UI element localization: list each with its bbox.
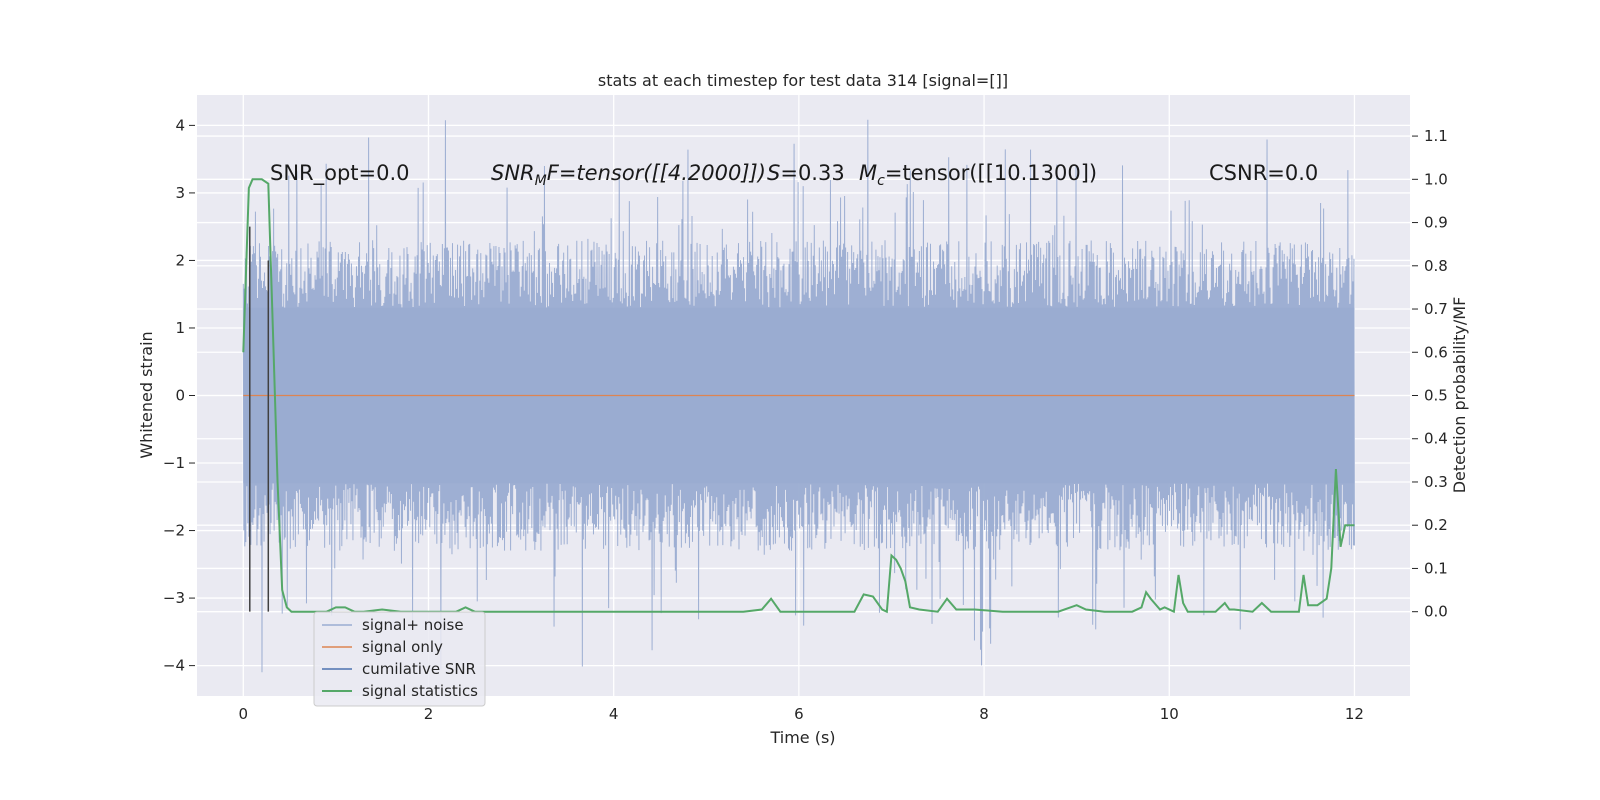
x-axis-label: Time (s) <box>769 728 835 747</box>
y2-tick-label: 1.1 <box>1424 127 1448 145</box>
annotation-snr-mf: SNRMF=tensor([[4.2000]]) <box>491 161 766 189</box>
y2-tick-label: 0.4 <box>1424 430 1448 448</box>
y2-tick-label: 0.1 <box>1424 559 1448 577</box>
y2-tick-label: 0.0 <box>1424 603 1448 621</box>
s-label: S <box>767 161 780 185</box>
y2-tick-label: 0.5 <box>1424 387 1448 405</box>
legend-label: signal statistics <box>362 682 478 700</box>
y2-tick-label: 0.7 <box>1424 300 1448 318</box>
noise-trace <box>242 119 1355 673</box>
series-layer <box>242 178 1355 614</box>
x-tick-label: 10 <box>1160 705 1179 723</box>
legend: signal+ noise signal only cumilative SNR si… <box>313 611 486 707</box>
mc-label: M <box>859 161 877 185</box>
ticks: 0 2 4 6 8 10 1243210−1−2−3−41.11.00.90.80.70.6… <box>163 116 1448 723</box>
legend-label: signal+ noise <box>362 616 464 634</box>
y-axis-label: Whitened strain <box>137 331 156 458</box>
x-tick-label: 6 <box>794 705 804 723</box>
annotation-mc: Mc=tensor([[10.1300]) <box>859 161 1097 189</box>
annotation-snr-opt: SNR_opt=0.0 <box>270 161 410 186</box>
legend-label: signal only <box>362 638 443 656</box>
y2-tick-label: 0.9 <box>1424 214 1448 232</box>
y2-axis-label: Detection probability/MF <box>1450 297 1469 494</box>
x-tick-label: 0 <box>239 705 249 723</box>
y-tick-label: 3 <box>175 184 185 202</box>
x-tick-label: 12 <box>1345 705 1364 723</box>
y-tick-label: 2 <box>175 251 185 269</box>
x-tick-label: 2 <box>424 705 434 723</box>
annotation-csnr: CSNR=0.0 <box>1209 161 1318 185</box>
snr-mf-f: F=tensor([[4.2000]]) <box>547 161 766 185</box>
y-tick-label: 1 <box>175 319 185 337</box>
x-tick-label: 4 <box>609 705 619 723</box>
y2-tick-label: 0.8 <box>1424 257 1448 275</box>
y2-tick-label: 1.0 <box>1424 170 1448 188</box>
y-tick-label: 4 <box>175 116 185 134</box>
y-tick-label: −1 <box>163 454 185 472</box>
y2-tick-label: 0.6 <box>1424 343 1448 361</box>
snr-mf-label: SNR <box>491 161 535 185</box>
y-tick-label: −2 <box>163 522 185 540</box>
chart-title: stats at each timestep for test data 314… <box>598 71 1008 90</box>
legend-label: cumilative SNR <box>362 660 476 678</box>
annotations: SNR_opt=0.0 SNRMF=tensor([[4.2000]]) S=0… <box>270 161 1318 189</box>
s-value: =0.33 <box>780 161 844 185</box>
legend-box <box>313 611 486 707</box>
mc-value: =tensor([[10.1300]) <box>885 161 1097 185</box>
y-tick-label: −4 <box>163 657 185 675</box>
y2-tick-label: 0.3 <box>1424 473 1448 491</box>
mc-sub: c <box>877 173 885 189</box>
signal-statistics-line <box>242 178 1355 614</box>
snr-mf-sub: M <box>535 173 547 189</box>
y-tick-label: 0 <box>175 387 185 405</box>
annotation-s: S=0.33 <box>767 161 845 185</box>
y2-tick-label: 0.2 <box>1424 516 1448 534</box>
x-tick-label: 8 <box>979 705 989 723</box>
y-tick-label: −3 <box>163 589 185 607</box>
